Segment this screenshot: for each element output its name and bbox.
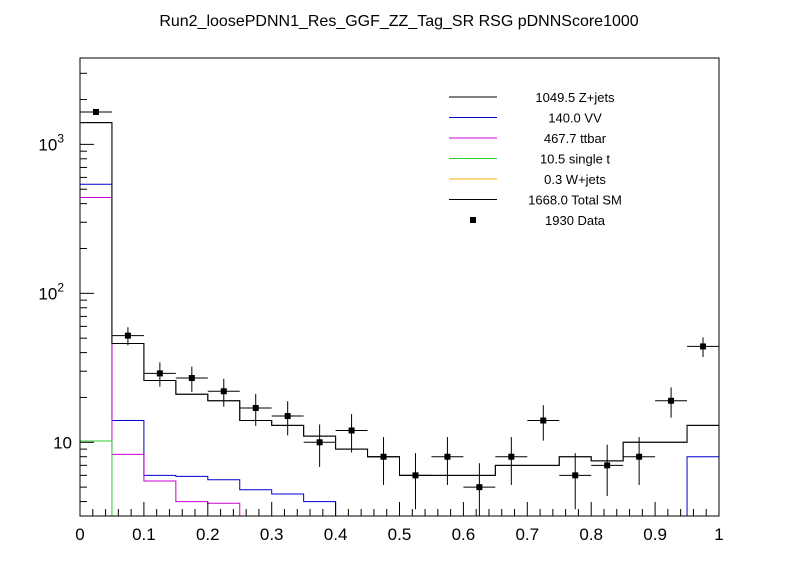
data-marker — [412, 472, 419, 479]
data-marker — [252, 404, 259, 411]
data-point — [591, 444, 624, 497]
data-point — [207, 378, 240, 407]
data-point — [143, 362, 176, 387]
data-point — [271, 401, 304, 436]
data-point — [431, 437, 464, 485]
data-marker — [220, 388, 227, 395]
x-tick-label: 0.7 — [515, 525, 539, 544]
data-point — [175, 366, 208, 392]
data-point — [399, 453, 432, 510]
data-marker — [316, 439, 323, 446]
data-point — [239, 393, 272, 426]
data-marker — [444, 453, 451, 460]
data-point — [111, 327, 144, 346]
data-point — [335, 414, 368, 453]
legend-label: 10.5 single t — [540, 152, 610, 167]
legend-entry: 140.0 VV — [449, 111, 602, 126]
data-marker — [156, 370, 163, 377]
y-tick-label: 103 — [38, 131, 64, 154]
data-point — [623, 437, 656, 485]
legend-label: 140.0 VV — [548, 111, 602, 126]
data-point — [559, 453, 592, 510]
x-tick-label: 0.6 — [452, 525, 476, 544]
data-marker — [380, 453, 387, 460]
data-marker — [348, 427, 355, 434]
chart-title: Run2_loosePDNN1_Res_GGF_ZZ_Tag_SR RSG pD… — [159, 13, 638, 30]
data-marker — [604, 462, 611, 469]
x-tick-label: 0.8 — [579, 525, 603, 544]
y-tick-label: 10 — [53, 433, 72, 452]
legend-entry: 10.5 single t — [449, 152, 610, 167]
data-marker — [92, 108, 99, 115]
data-marker — [188, 375, 195, 382]
x-tick-label: 0 — [75, 525, 84, 544]
data-point — [303, 424, 336, 467]
data-point — [80, 108, 112, 115]
data-marker — [700, 343, 707, 350]
data-point — [527, 405, 560, 441]
data-marker — [284, 413, 291, 420]
data-marker — [476, 484, 483, 491]
legend-label: 1668.0 Total SM — [528, 193, 622, 208]
x-tick-label: 0.2 — [196, 525, 220, 544]
x-tick-label: 1 — [714, 525, 723, 544]
legend-entry: 1668.0 Total SM — [449, 193, 622, 208]
legend-label: 1930 Data — [545, 213, 606, 228]
x-tick-label: 0.1 — [132, 525, 156, 544]
legend-label: 0.3 W+jets — [544, 172, 606, 187]
data-marker — [572, 472, 579, 479]
data-point — [655, 387, 688, 418]
legend-entry: 1930 Data — [470, 213, 606, 228]
data-marker — [124, 332, 131, 339]
x-tick-label: 0.4 — [324, 525, 348, 544]
x-tick-label: 0.3 — [260, 525, 284, 544]
legend-entry: 1049.5 Z+jets — [449, 90, 615, 105]
legend-entry: 0.3 W+jets — [449, 172, 606, 187]
x-tick-label: 0.5 — [388, 525, 412, 544]
data-marker — [636, 453, 643, 460]
data-point — [463, 463, 496, 516]
data-point — [687, 337, 719, 358]
x-tick-label: 0.9 — [643, 525, 667, 544]
hist-total-sm — [79, 122, 720, 516]
data-marker — [508, 453, 515, 460]
y-tick-label: 102 — [38, 280, 64, 303]
legend-label: 1049.5 Z+jets — [535, 90, 615, 105]
legend-marker — [470, 217, 476, 223]
data-marker — [668, 397, 675, 404]
data-marker — [540, 417, 547, 424]
legend-label: 467.7 ttbar — [544, 131, 607, 146]
legend-entry: 467.7 ttbar — [449, 131, 607, 146]
data-point — [495, 437, 528, 485]
data-point — [367, 437, 400, 485]
